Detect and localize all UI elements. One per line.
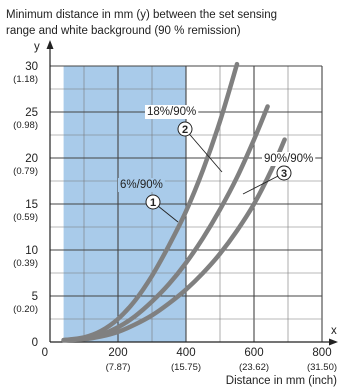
x-tick-label: 800 [312,347,331,359]
series-marker-number: 3 [281,168,287,180]
x-tick-sublabel: (7.87) [106,362,131,373]
y-tick-sublabel: (0.79) [13,166,38,177]
x-tick-label: 0 [42,347,48,359]
series-label-background [118,178,165,192]
chart-title-line-1: Minimum distance in mm (y) between the s… [6,9,277,21]
series-marker-circle [177,121,193,137]
chart-title-line-2: range and white background (90 % remissi… [6,25,241,37]
series-label: 6%/90% [120,179,163,191]
x-axis-arrow [329,338,338,346]
x-tick-sublabel: (23.62) [239,362,269,373]
series-label: 90%/90% [264,153,313,165]
x-tick-label: 600 [244,347,263,359]
x-tick-sublabel: (31.50) [307,362,337,373]
y-tick-sublabel: (0.98) [13,120,38,131]
series-label-background [145,105,199,119]
y-axis-arrow [46,40,54,49]
series-marker-number: 2 [182,124,188,136]
y-tick-sublabel: (1.18) [13,74,38,85]
y-tick-label: 15 [25,199,38,211]
series-leader-line [242,172,285,195]
series-marker-circle [145,194,161,210]
x-tick-label: 400 [176,347,195,359]
series-line-3 [61,137,287,343]
y-tick-label: 30 [25,61,38,73]
y-tick-label: 20 [25,153,38,165]
series-marker-number: 1 [150,197,156,209]
y-tick-label: 0 [32,337,38,349]
plot-area: yx05(0.20)10(0.39)15(0.59)20(0.79)25(0.9… [13,40,338,387]
y-tick-sublabel: (0.20) [13,304,38,315]
x-axis-label: Distance in mm (inch) [226,375,337,387]
x-axis-letter: x [331,325,337,337]
series-label-background [262,152,316,166]
series-marker-circle [276,165,292,181]
y-tick-label: 25 [25,107,38,119]
y-tick-label: 5 [32,291,38,303]
x-tick-sublabel: (15.75) [171,362,201,373]
series-label: 18%/90% [147,106,196,118]
y-axis-letter: y [34,41,40,53]
series-leader-line [184,128,223,173]
y-tick-label: 10 [25,245,38,257]
series-line-1 [61,61,240,343]
x-tick-label: 200 [108,347,127,359]
y-tick-sublabel: (0.59) [13,212,38,223]
y-tick-sublabel: (0.39) [13,258,38,269]
